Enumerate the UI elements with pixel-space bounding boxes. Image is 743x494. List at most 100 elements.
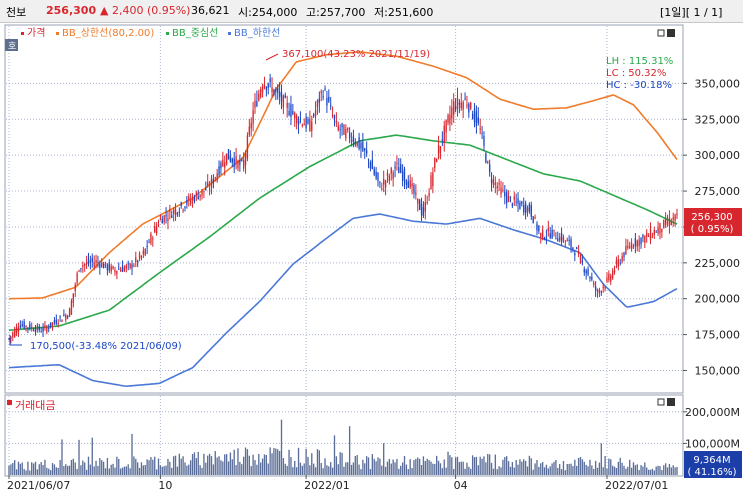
candle-body — [57, 323, 59, 325]
volume-bar — [273, 448, 275, 475]
candle-body — [152, 238, 154, 240]
volume-bar — [381, 465, 383, 475]
volume-bar — [318, 450, 321, 475]
volume-bar — [574, 459, 576, 475]
volume-bar — [345, 462, 347, 475]
candle-body — [468, 103, 470, 113]
volume-bar — [462, 461, 464, 475]
volume-bar — [466, 462, 468, 475]
minimize-icon[interactable] — [657, 29, 665, 37]
candle-body — [611, 270, 614, 279]
volume-bar — [538, 466, 540, 475]
candle-body — [458, 103, 461, 105]
minimize-icon[interactable] — [657, 398, 665, 406]
period-selector[interactable]: [1일][ 1 / 1] — [660, 6, 723, 19]
volume-bar — [460, 461, 462, 475]
candle-body — [231, 158, 233, 163]
candle-body — [615, 260, 618, 265]
volume-bar — [68, 465, 71, 475]
volume-bar — [492, 468, 495, 475]
volume-bar — [356, 455, 358, 475]
volume-bar — [365, 456, 368, 475]
candle-body — [112, 266, 114, 269]
candle-body — [25, 325, 27, 328]
candle-body — [417, 198, 419, 204]
volume-bar — [25, 470, 27, 475]
volume-bar — [661, 469, 663, 475]
volume-bar — [585, 464, 587, 475]
high-price: 고:257,700 — [306, 6, 366, 19]
price-panel-controls[interactable] — [657, 29, 675, 37]
volume-bar — [320, 462, 322, 475]
volume-bar — [347, 462, 349, 475]
candle-body — [48, 328, 50, 330]
close-icon[interactable] — [667, 29, 675, 37]
candle-body — [481, 132, 483, 134]
candle-body — [260, 89, 262, 97]
candle-body — [214, 177, 216, 179]
volume-bar — [371, 454, 373, 475]
volume-bar — [118, 458, 120, 475]
volume-bar — [494, 454, 497, 475]
volume-bar — [53, 464, 56, 475]
title-bar: 천보 256,300 ▲ 2,400 (0.95%) 36,621 시:254,… — [0, 0, 743, 23]
candle-body — [10, 336, 12, 339]
volume-bar — [604, 456, 606, 475]
candle-body — [526, 207, 529, 212]
candle-body — [350, 139, 353, 142]
volume-bar — [437, 460, 440, 475]
close-icon[interactable] — [667, 398, 675, 406]
legend-toggle-box[interactable] — [5, 39, 18, 51]
candle-body — [102, 264, 105, 269]
candle-body — [602, 286, 604, 288]
candle-body — [568, 239, 570, 241]
candle-body — [15, 326, 18, 334]
candle-body — [36, 325, 39, 330]
volume-bar — [29, 470, 31, 475]
volume-bar — [488, 454, 491, 475]
candle-body — [384, 180, 387, 188]
candle-body — [356, 141, 358, 146]
volume-bar — [453, 469, 455, 475]
candle-body — [155, 225, 158, 234]
volume-bar — [178, 453, 180, 475]
volume-bar — [430, 461, 432, 475]
volume-bar — [277, 449, 279, 475]
volume-bar — [152, 459, 154, 475]
candle-body — [182, 209, 184, 211]
volume-bar — [70, 459, 73, 475]
candle-body — [99, 263, 101, 268]
volume-bar — [424, 460, 426, 475]
candle-body — [587, 269, 589, 275]
candle-body — [89, 261, 92, 263]
volume-bar — [275, 448, 277, 475]
volume-bar — [362, 459, 364, 475]
volume-bar — [617, 461, 620, 475]
volume-bar — [545, 464, 548, 475]
volume-bar — [411, 468, 413, 475]
volume-bar — [647, 469, 650, 475]
candle-body — [42, 327, 44, 332]
candle-body — [549, 233, 551, 238]
candle-body — [188, 196, 190, 201]
candle-body — [227, 149, 230, 160]
volume-bar — [322, 468, 324, 475]
volume-panel — [4, 394, 684, 477]
candle-body — [604, 286, 606, 289]
volume-bar — [258, 453, 260, 475]
candle-body — [101, 262, 103, 267]
volume-panel-controls[interactable] — [657, 398, 675, 406]
stat-lc: LC : 50.32% — [606, 68, 666, 79]
volume-bar — [167, 458, 169, 475]
candle-body — [78, 270, 80, 272]
candle-body — [184, 206, 186, 208]
legend-lower: BB_하한선 — [234, 26, 280, 39]
volume-bar — [63, 466, 65, 475]
candle-body — [672, 217, 674, 220]
volume-bar — [295, 467, 298, 475]
candle-body — [34, 328, 37, 333]
volume-bar — [369, 469, 372, 475]
volume-bar — [254, 460, 256, 475]
volume-bar — [383, 443, 385, 475]
volume-bar — [131, 433, 133, 475]
